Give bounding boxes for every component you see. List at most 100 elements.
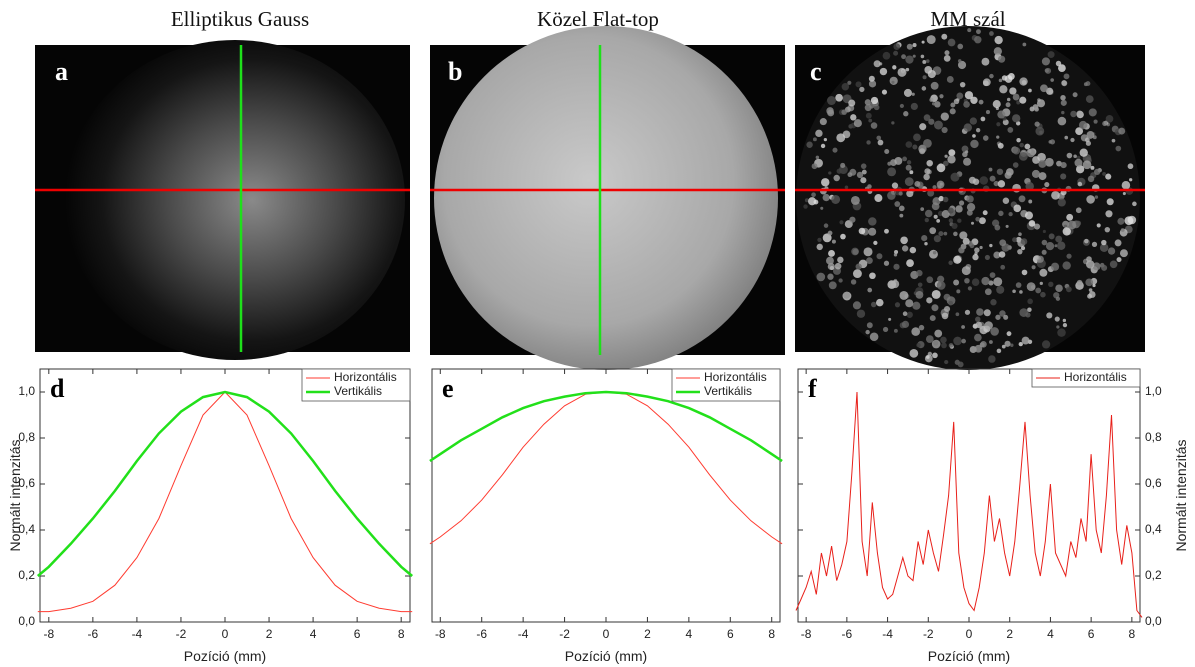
speckle-dot (865, 112, 872, 119)
speckle-dot (936, 180, 945, 189)
speckle-dot (940, 336, 947, 344)
speckle-dot (1018, 151, 1028, 161)
speckle-dot (948, 260, 953, 266)
speckle-dot (932, 185, 937, 190)
x-tick-label: -8 (43, 627, 54, 641)
speckle-dot (1035, 287, 1042, 294)
speckle-dot (806, 141, 813, 148)
x-tick-label: -8 (801, 627, 812, 641)
speckle-dot (1075, 127, 1084, 136)
image-title: Közel Flat-top (537, 7, 659, 31)
speckle-dot (1031, 265, 1036, 270)
speckle-dot (923, 173, 930, 181)
speckle-dot (837, 256, 844, 264)
speckle-dot (905, 299, 914, 308)
data-line (429, 391, 783, 545)
speckle-dot (921, 86, 927, 91)
legend-label: Horizontális (334, 370, 397, 384)
speckle-dot (911, 327, 921, 336)
speckle-dot (969, 117, 978, 125)
speckle-dot (1118, 127, 1126, 135)
speckle-dot (922, 75, 927, 80)
speckle-dot (1041, 239, 1048, 246)
speckle-dot (990, 299, 997, 306)
speckle-dot (972, 134, 976, 138)
speckle-dot (905, 164, 912, 171)
speckle-dot (1060, 94, 1066, 101)
speckle-dot (901, 320, 910, 328)
speckle-dot (998, 78, 1003, 83)
speckle-dot (1034, 121, 1040, 127)
speckle-dot (1056, 325, 1060, 329)
speckle-dot (981, 276, 990, 286)
speckle-dot (1018, 341, 1023, 347)
speckle-dot (938, 195, 944, 202)
speckle-dot (912, 144, 918, 150)
speckle-dot (947, 155, 956, 164)
speckle-dot (1086, 195, 1095, 204)
speckle-dot (944, 305, 951, 313)
speckle-dot (941, 33, 948, 40)
speckle-dot (963, 123, 972, 132)
y-tick-label: 0,0 (1145, 614, 1162, 628)
speckle-dot (822, 233, 832, 243)
speckle-dot (980, 116, 986, 122)
panel-label: e (442, 374, 454, 403)
legend-label: Horizontális (1064, 370, 1127, 384)
image-title: MM szál (930, 7, 1005, 31)
speckle-dot (1006, 97, 1011, 102)
speckle-dot (820, 206, 824, 210)
plot-frame (431, 368, 781, 623)
speckle-dot (828, 281, 837, 290)
speckle-dot (1028, 199, 1033, 204)
speckle-dot (962, 237, 970, 245)
speckle-dot (858, 227, 866, 235)
speckle-dot (944, 50, 950, 56)
speckle-dot (966, 202, 976, 212)
speckle-dot (1033, 223, 1041, 230)
speckle-dot (1075, 165, 1085, 174)
speckle-dot (953, 255, 962, 264)
speckle-dot (1067, 220, 1077, 230)
speckle-dot (1027, 149, 1032, 154)
speckle-dot (1086, 260, 1095, 269)
speckle (803, 28, 1137, 368)
speckle-dot (982, 78, 991, 87)
speckle-dot (1028, 88, 1032, 93)
speckle-dot (855, 81, 862, 88)
speckle-dot (930, 81, 939, 90)
x-tick-label: 4 (1047, 627, 1054, 641)
speckle-dot (998, 251, 1006, 258)
speckle-dot (1013, 204, 1022, 213)
speckle-dot (1057, 116, 1067, 126)
legend-box (1031, 368, 1141, 388)
speckle-dot (934, 329, 943, 338)
speckle-dot (984, 288, 992, 296)
speckle-dot (1063, 224, 1068, 228)
speckle-dot (997, 142, 1004, 149)
speckle-dot (988, 355, 996, 363)
speckle-dot (815, 129, 823, 138)
speckle-dot (860, 177, 867, 184)
speckle-dot (1116, 257, 1122, 263)
speckle-dot (920, 54, 925, 59)
speckle-dot (989, 73, 994, 79)
speckle-dot (905, 55, 914, 64)
speckle-dot (943, 160, 949, 167)
speckle-dot (992, 100, 1001, 109)
speckle-dot (1088, 288, 1093, 292)
y-tick-label: 1,0 (18, 384, 35, 398)
speckle-dot (971, 278, 980, 286)
speckle-dot (1094, 195, 1099, 199)
speckle-dot (882, 51, 891, 60)
speckle-dot (887, 161, 892, 166)
speckle-dot (1006, 331, 1012, 337)
speckle-dot (1063, 73, 1070, 80)
speckle-dot (909, 348, 919, 358)
y-tick-label: 0,8 (1145, 430, 1162, 444)
speckle-dot (1019, 96, 1027, 104)
speckle-dot (985, 110, 991, 115)
speckle-dot (1007, 72, 1015, 80)
speckle-dot (968, 176, 976, 184)
speckle-dot (941, 210, 950, 219)
